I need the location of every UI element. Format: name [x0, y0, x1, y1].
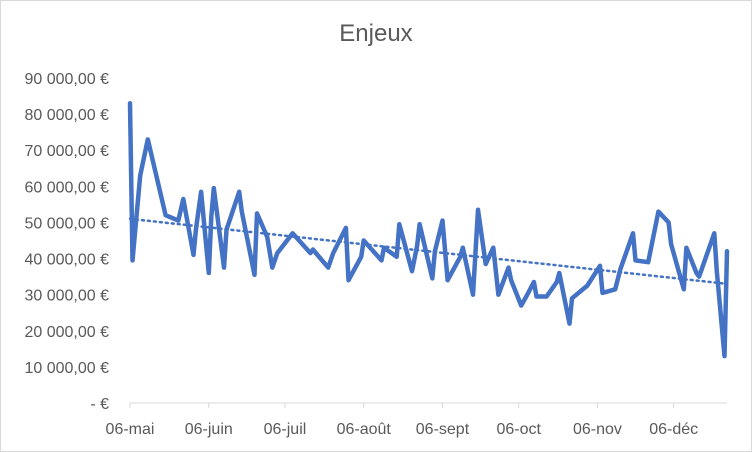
x-tick-label: 06-sept [416, 421, 470, 438]
y-tick-label: 50 000,00 € [24, 215, 109, 232]
x-tick-label: 06-mai [106, 421, 155, 438]
chart-title: Enjeux [339, 20, 413, 47]
x-axis-labels: 06-mai 06-juin 06-juil 06-août 06-sept 06-oct… [106, 421, 699, 438]
series-layer [127, 101, 730, 359]
y-tick-label: 80 000,00 € [24, 107, 109, 124]
trendline [128, 217, 729, 286]
y-tick-label: 10 000,00 € [24, 360, 109, 377]
y-tick-label: 40 000,00 € [24, 252, 109, 269]
x-tick-label: 06-juil [264, 421, 307, 438]
y-tick-label: 30 000,00 € [24, 288, 109, 305]
y-tick-label: 20 000,00 € [24, 324, 109, 341]
x-axis [129, 402, 727, 408]
x-tick-label: 06-août [337, 421, 392, 438]
x-tick-label: 06-juin [185, 421, 233, 438]
x-tick-label: 06-nov [573, 421, 622, 438]
x-tick-label: 06-déc [649, 421, 698, 438]
y-tick-label: 70 000,00 € [24, 143, 109, 160]
y-axis-labels: - € 10 000,00 € 20 000,00 € 30 000,00 € 40 0… [24, 71, 109, 413]
y-tick-label: - € [90, 396, 109, 413]
y-tick-label: 90 000,00 € [24, 71, 109, 88]
y-tick-label: 60 000,00 € [24, 179, 109, 196]
x-tick-label: 06-oct [496, 421, 541, 438]
